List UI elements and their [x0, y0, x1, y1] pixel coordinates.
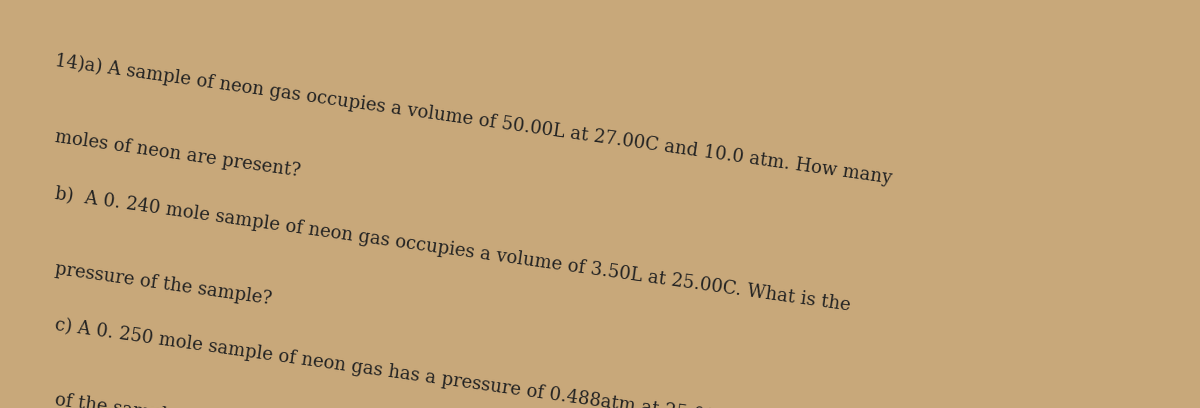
Text: of the sample?: of the sample?	[48, 390, 188, 408]
Text: b)  A 0. 240 mole sample of neon gas occupies a volume of 3.50L at 25.00C. What : b) A 0. 240 mole sample of neon gas occu…	[48, 184, 852, 315]
Text: c) A 0. 250 mole sample of neon gas has a pressure of 0.488atm at 25.00C. What i: c) A 0. 250 mole sample of neon gas has …	[48, 315, 916, 408]
Text: 14)a) A sample of neon gas occupies a volume of 50.00L at 27.00C and 10.0 atm. H: 14)a) A sample of neon gas occupies a vo…	[48, 51, 893, 188]
Text: moles of neon are present?: moles of neon are present?	[48, 127, 301, 180]
Text: pressure of the sample?: pressure of the sample?	[48, 259, 272, 309]
